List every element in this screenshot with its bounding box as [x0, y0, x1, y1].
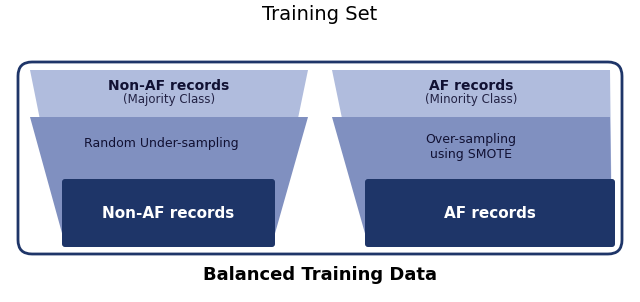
Polygon shape [332, 70, 612, 244]
Text: AF records: AF records [444, 207, 536, 221]
Text: Over-sampling
using SMOTE: Over-sampling using SMOTE [426, 133, 516, 161]
Text: (Minority Class): (Minority Class) [425, 94, 517, 107]
Text: Non-AF records: Non-AF records [102, 207, 235, 221]
Polygon shape [332, 117, 612, 244]
Text: Non-AF records: Non-AF records [108, 79, 230, 93]
FancyBboxPatch shape [62, 179, 275, 247]
Text: (Majority Class): (Majority Class) [123, 94, 215, 107]
Text: Balanced Training Data: Balanced Training Data [203, 266, 437, 284]
Polygon shape [30, 117, 308, 244]
Text: Random Under-sampling: Random Under-sampling [84, 137, 238, 150]
FancyBboxPatch shape [365, 179, 615, 247]
Text: AF records: AF records [429, 79, 513, 93]
Polygon shape [30, 70, 308, 244]
Text: Training Set: Training Set [262, 5, 378, 24]
